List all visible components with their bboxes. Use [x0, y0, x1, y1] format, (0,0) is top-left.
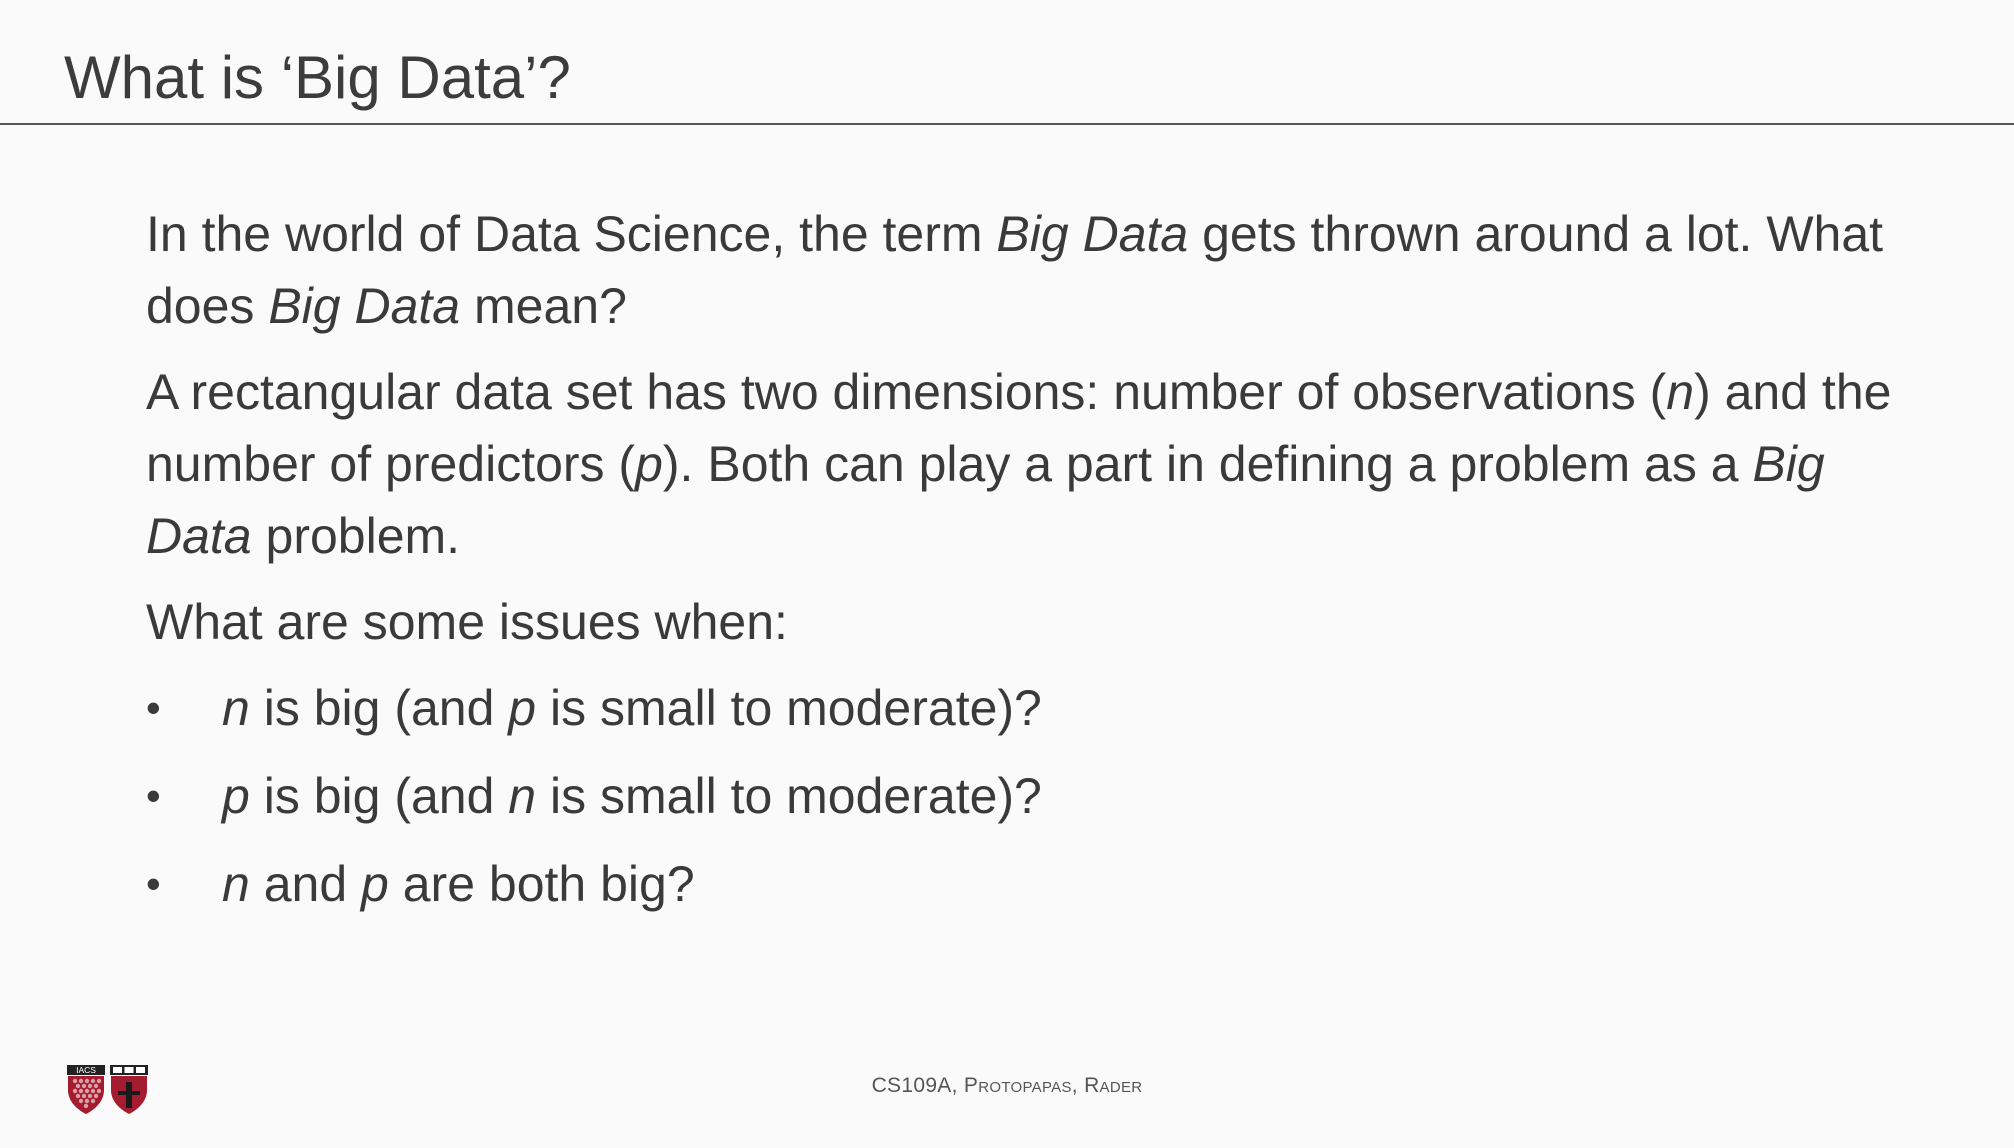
text-run: and [249, 856, 362, 912]
footer-separator: , [951, 1074, 964, 1097]
text-run: is small to moderate)? [536, 768, 1042, 824]
emphasis: p [635, 436, 663, 492]
title-divider [0, 123, 2014, 125]
footer-separator: , [1071, 1074, 1085, 1097]
emphasis: p [361, 856, 389, 912]
footer-credit: CS109A, Protopapas, Rader [0, 1074, 2014, 1098]
text-run: gets thrown around a lot. What does [146, 206, 1884, 334]
bullet-icon: • [146, 860, 161, 907]
cross-emblem [118, 1082, 140, 1108]
text-run: mean? [460, 278, 627, 334]
text-run: are both big? [388, 856, 695, 912]
text-run: ). Both can play a part in defining a pr… [662, 436, 1753, 492]
emphasis: n [1666, 364, 1695, 420]
list-item: • p is big (and n is small to moderate)? [146, 760, 1906, 848]
text-run: In the world of Data Science, the term [146, 206, 997, 262]
logo-banner [67, 1065, 105, 1075]
text-run: is big (and [249, 768, 509, 824]
emphasis: Big Data [996, 206, 1189, 262]
footer-author: Protopapas [963, 1074, 1072, 1097]
bullet-list: • n is big (and p is small to moderate)? … [146, 672, 1906, 936]
emphasis: n [222, 856, 250, 912]
logo-text: IACS [76, 1065, 96, 1075]
iacs-harvard-shield-logo-icon: IACS [67, 1065, 148, 1114]
bullet-icon: • [146, 684, 161, 731]
text-run: A rectangular data set has two dimension… [146, 364, 1667, 420]
emphasis: p [222, 768, 250, 824]
emphasis: n [508, 768, 537, 824]
text-run: is big (and [249, 680, 509, 736]
paragraph-dimensions: A rectangular data set has two dimension… [146, 356, 1906, 572]
text-run: is small to moderate)? [536, 680, 1042, 736]
bullet-icon: • [146, 772, 161, 819]
footer-author: Rader [1084, 1074, 1143, 1097]
footer-course: CS109A [871, 1074, 952, 1097]
book-icons [113, 1067, 145, 1073]
emphasis: Big Data [268, 278, 461, 334]
paragraph-intro: In the world of Data Science, the term B… [146, 198, 1906, 342]
list-item: • n is big (and p is small to moderate)? [146, 672, 1906, 760]
text-run: ) and the number of predictors ( [146, 364, 1892, 492]
emphasis: Big Data [146, 436, 1825, 564]
emphasis: n [222, 680, 250, 736]
slide-title: What is ‘Big Data’? [64, 44, 571, 111]
list-item: • n and p are both big? [146, 848, 1906, 936]
paragraph-question: What are some issues when: [146, 594, 788, 650]
slide-body: In the world of Data Science, the term B… [146, 198, 1906, 936]
emphasis: p [508, 680, 537, 736]
shield-pattern [72, 1078, 102, 1109]
text-run: problem. [251, 508, 461, 564]
